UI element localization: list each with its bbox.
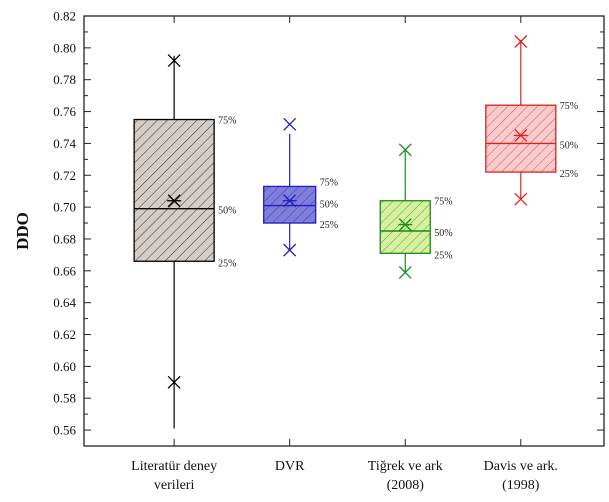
y-tick-label: 0.82: [53, 9, 76, 24]
iqr-box: [263, 185, 317, 224]
pct-label-50: 50%: [560, 140, 578, 151]
iqr-box: [485, 104, 557, 173]
y-tick-label: 0.70: [53, 200, 76, 215]
min-marker: [283, 243, 297, 257]
boxes-layer: 75% 50% 25% 75% 50% 25% 75% 50% 25% 75% 50% 25%: [133, 35, 578, 429]
plot-border: [83, 15, 605, 447]
y-tick-label: 0.62: [53, 327, 76, 342]
box-3: 75% 50% 25%: [485, 35, 578, 206]
pct-label-25: 25%: [434, 250, 452, 261]
y-axis-title: DDO: [13, 212, 32, 250]
box-1: 75% 50% 25%: [263, 117, 338, 257]
pct-label-75: 75%: [434, 197, 452, 208]
y-axis: 0.56 0.58 0.60 0.62 0.64 0.66 0.68 0.70 0.72 0.74…: [53, 9, 604, 438]
y-tick-label: 0.68: [53, 231, 76, 246]
iqr-box: [379, 200, 431, 254]
box-0: 75% 50% 25%: [133, 54, 236, 429]
x-category-label: verileri: [154, 478, 195, 493]
pct-label-25: 25%: [560, 169, 578, 180]
y-tick-label: 0.60: [53, 359, 76, 374]
x-category-label: DVR: [275, 459, 305, 474]
pct-label-50: 50%: [320, 200, 338, 211]
x-axis: Literatür deney verileri DVR Tiğrek ve ark (…: [131, 16, 558, 493]
y-tick-label: 0.74: [53, 136, 76, 151]
y-tick-label: 0.56: [53, 423, 76, 438]
x-category-label: Literatür deney: [131, 459, 217, 474]
pct-label-75: 75%: [218, 116, 236, 127]
y-tick-label: 0.78: [53, 72, 76, 87]
x-category-label: Davis ve ark.: [484, 459, 558, 474]
y-tick-label: 0.80: [53, 40, 76, 55]
pct-label-25: 25%: [320, 220, 338, 231]
pct-label-75: 75%: [320, 177, 338, 188]
max-marker: [283, 117, 297, 131]
box-2: 75% 50% 25%: [379, 143, 453, 279]
pct-label-50: 50%: [218, 206, 236, 217]
x-category-label: (2008): [387, 478, 425, 493]
min-marker: [398, 265, 412, 279]
max-marker: [167, 54, 181, 68]
max-marker: [398, 143, 412, 157]
y-tick-label: 0.66: [53, 263, 76, 278]
pct-label-50: 50%: [434, 228, 452, 239]
plot-frame: [83, 15, 605, 447]
pct-label-75: 75%: [560, 101, 578, 112]
y-tick-label: 0.64: [53, 295, 76, 310]
y-tick-label: 0.58: [53, 391, 76, 406]
pct-label-25: 25%: [218, 258, 236, 269]
y-tick-label: 0.76: [53, 104, 76, 119]
x-category-label: Tiğrek ve ark: [368, 459, 443, 474]
min-marker: [514, 192, 528, 206]
y-tick-label: 0.72: [53, 168, 76, 183]
x-category-label: (1998): [502, 478, 540, 493]
min-marker: [167, 375, 181, 389]
max-marker: [514, 35, 528, 48]
iqr-box: [133, 118, 215, 262]
